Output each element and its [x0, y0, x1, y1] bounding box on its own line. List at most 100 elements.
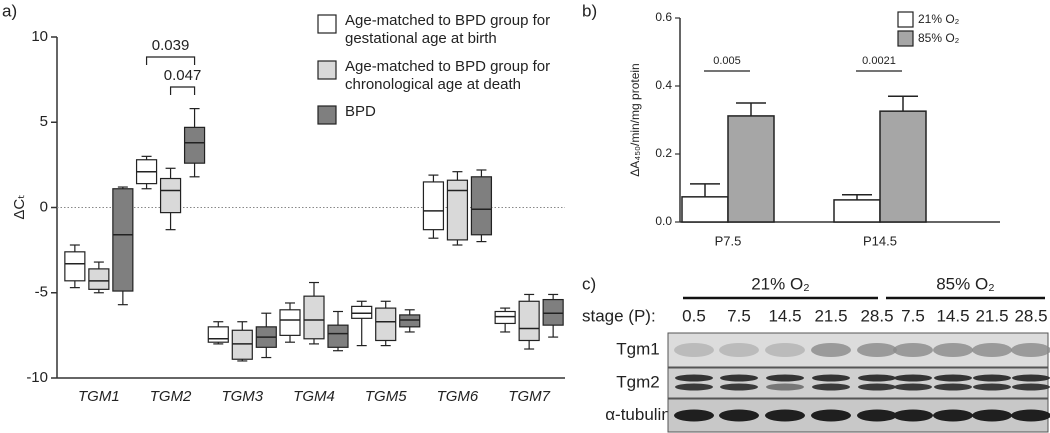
box — [279, 309, 301, 336]
blot-row-label: Tgm1 — [616, 339, 659, 358]
blot-band — [766, 374, 804, 382]
stage: 14.5 — [768, 306, 801, 325]
blot-band — [933, 409, 973, 422]
legend-label: Age-matched to BPD group for chronologic… — [345, 58, 551, 93]
box — [231, 329, 253, 360]
box — [207, 326, 229, 343]
y-tick-label: 5 — [40, 113, 48, 130]
blot-band — [894, 374, 932, 382]
legend-swatch — [897, 30, 914, 47]
stage: 7.5 — [727, 306, 751, 325]
blot-band — [934, 383, 972, 391]
box — [64, 251, 86, 282]
y-tick-label: -5 — [35, 284, 48, 301]
blot-band — [933, 343, 973, 357]
box — [518, 300, 540, 342]
box — [88, 268, 110, 290]
condition-label: 21% O₂ — [751, 274, 810, 293]
x-tick-label: P7.5 — [715, 233, 742, 248]
x-tick-label: TGM4 — [293, 388, 335, 405]
condition-label: 85% O₂ — [936, 274, 995, 293]
box — [399, 314, 421, 328]
panel-label: b) — [582, 1, 597, 20]
legend-label: 85% O₂ — [918, 31, 960, 45]
blot-band — [812, 383, 850, 391]
bar — [727, 115, 775, 223]
blot-band — [893, 343, 933, 357]
bar — [681, 196, 729, 223]
blot-band — [894, 383, 932, 391]
blot-band — [720, 383, 758, 391]
y-tick-label: -10 — [26, 369, 48, 386]
panel-label: c) — [582, 274, 596, 293]
significance-bracket — [145, 56, 196, 65]
panel-label: a) — [2, 1, 17, 20]
y-tick-label: 0 — [40, 198, 48, 215]
blot-band — [719, 409, 759, 422]
annotation: 0.0021 — [862, 55, 896, 67]
blot-band — [1011, 343, 1050, 357]
blot-band — [858, 383, 896, 391]
stage-label: stage (P): — [582, 306, 656, 325]
stage: 7.5 — [901, 306, 925, 325]
annotation: 0.005 — [713, 55, 741, 67]
blot-strip — [667, 367, 1049, 399]
bar — [833, 199, 881, 223]
x-tick-label: TGM1 — [78, 388, 120, 405]
annotation: 0.047 — [164, 67, 202, 84]
box — [446, 179, 469, 241]
legend-swatch — [317, 105, 337, 125]
box — [183, 126, 206, 164]
y-tick-label: 0.0 — [655, 214, 672, 228]
blot-band — [934, 374, 972, 382]
blot-row-label: α-tubulin — [605, 405, 671, 424]
box — [494, 310, 516, 325]
legend-swatch — [317, 14, 337, 34]
blot-band — [765, 409, 805, 422]
blot-band — [858, 374, 896, 382]
box — [112, 188, 134, 292]
x-tick-label: P14.5 — [863, 233, 897, 248]
blot-band — [893, 409, 933, 422]
stage: 14.5 — [936, 306, 969, 325]
blot-band — [857, 343, 897, 357]
blot-band — [720, 374, 758, 382]
blot-band — [857, 409, 897, 422]
stage: 28.5 — [860, 306, 893, 325]
blot-band — [812, 374, 850, 382]
y-axis-title: ΔCₜ — [11, 194, 28, 219]
blot-band — [972, 409, 1012, 422]
stage: 21.5 — [814, 306, 847, 325]
annotation: 0.039 — [152, 37, 190, 54]
y-tick-label: 0.6 — [655, 10, 672, 24]
blot-band — [1011, 409, 1050, 422]
blot-band — [719, 343, 759, 357]
significance-bracket — [169, 86, 196, 95]
blot-band — [972, 343, 1012, 357]
x-tick-label: TGM7 — [508, 388, 550, 405]
blot-band — [674, 343, 714, 357]
y-tick-label: 0.2 — [655, 146, 672, 160]
x-tick-label: TGM5 — [365, 388, 407, 405]
box — [159, 177, 182, 214]
blot-band — [765, 343, 805, 357]
x-tick-label: TGM3 — [221, 388, 263, 405]
legend-label: Age-matched to BPD group for gestational… — [345, 12, 551, 47]
box — [327, 324, 349, 348]
blot-band — [973, 383, 1011, 391]
box — [470, 176, 493, 236]
y-tick-label: 0.4 — [655, 78, 672, 92]
legend-label: 21% O₂ — [918, 12, 960, 26]
box — [303, 295, 325, 340]
stage: 28.5 — [1014, 306, 1047, 325]
blot-band — [1012, 383, 1050, 391]
blot-band — [766, 383, 804, 391]
legend-label: BPD — [345, 103, 376, 120]
y-tick-label: 10 — [31, 28, 48, 45]
blot-band — [1012, 374, 1050, 382]
y-axis-title: ΔA₄₅₀/min/mg protein — [628, 63, 642, 176]
x-tick-label: TGM6 — [437, 388, 479, 405]
stage: 21.5 — [975, 306, 1008, 325]
box — [542, 298, 564, 326]
